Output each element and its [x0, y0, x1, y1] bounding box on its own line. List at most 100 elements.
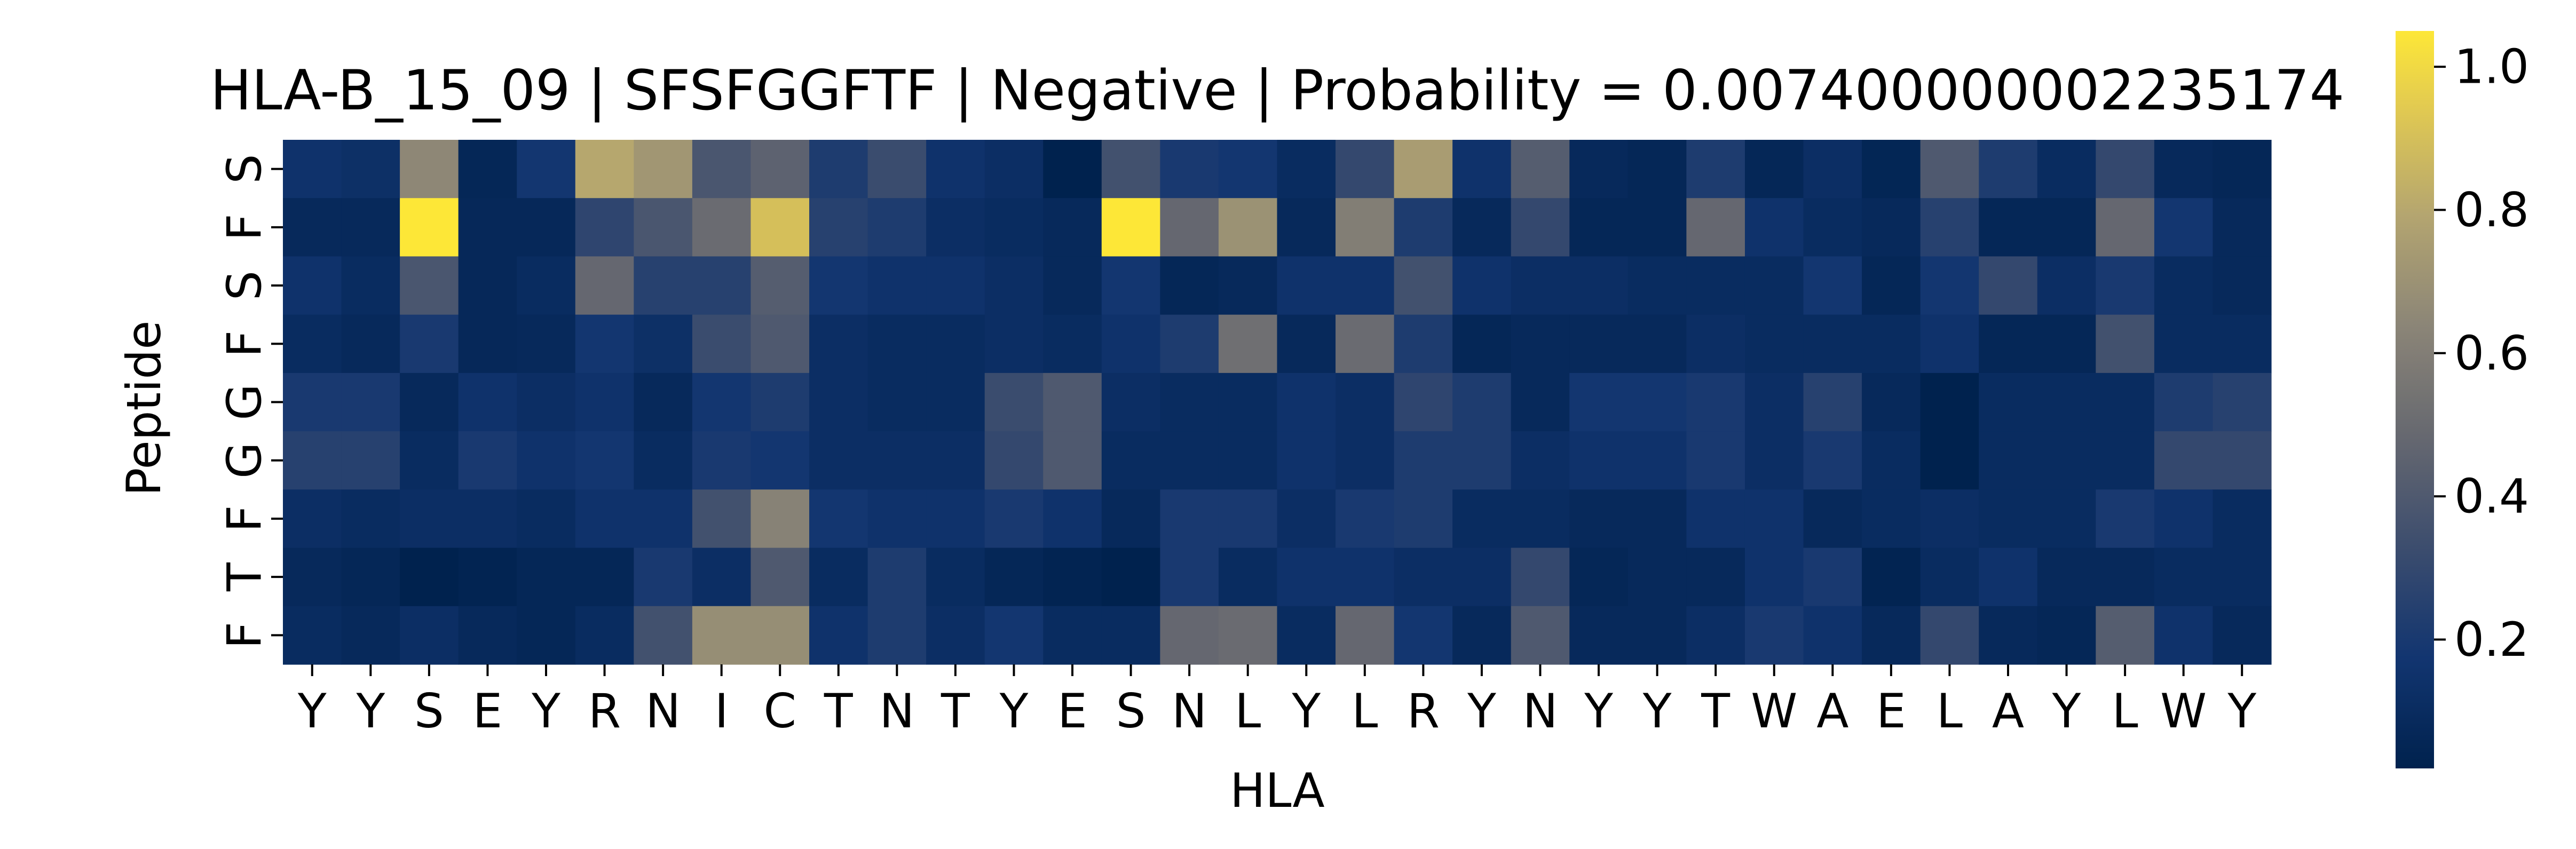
heatmap-cell: [867, 314, 927, 374]
heatmap-cell: [926, 256, 985, 315]
heatmap-cell: [1394, 314, 1453, 374]
heatmap-cell: [1803, 140, 1862, 199]
heatmap-cell: [2212, 140, 2272, 199]
heatmap-cell: [692, 256, 752, 315]
heatmap-cell: [1218, 489, 1278, 549]
heatmap-cell: [1862, 489, 1921, 549]
heatmap-cell: [283, 372, 342, 432]
colorbar-tick-label: 0.6: [2454, 326, 2529, 380]
heatmap-cell: [2154, 372, 2214, 432]
x-tick-label: N: [879, 684, 914, 739]
heatmap-cell: [1862, 256, 1921, 315]
heatmap-cell: [341, 256, 400, 315]
heatmap-cell: [984, 489, 1044, 549]
heatmap-cell: [1569, 489, 1629, 549]
heatmap-cell: [1043, 140, 1102, 199]
heatmap-cell: [1686, 314, 1745, 374]
heatmap-cell: [2212, 431, 2272, 490]
heatmap-cell: [1336, 548, 1395, 607]
heatmap-cell: [1452, 548, 1512, 607]
heatmap-cell: [1452, 489, 1512, 549]
heatmap-cell: [1569, 431, 1629, 490]
heatmap-cell: [1511, 372, 1570, 432]
heatmap-cell: [926, 489, 985, 549]
y-tick-label: T: [217, 562, 272, 592]
heatmap-cell: [517, 140, 576, 199]
heatmap-cell: [341, 548, 400, 607]
heatmap-cell: [400, 198, 459, 257]
heatmap-cell: [926, 198, 985, 257]
heatmap-cell: [1160, 606, 1219, 665]
heatmap-cell: [341, 140, 400, 199]
heatmap-cell: [1277, 140, 1336, 199]
heatmap-cell: [1920, 198, 1979, 257]
y-tick-label: F: [217, 330, 272, 358]
heatmap-cell: [1686, 431, 1745, 490]
heatmap-cell: [458, 198, 517, 257]
heatmap-cell: [1277, 489, 1336, 549]
heatmap-cell: [1569, 256, 1629, 315]
heatmap-cell: [1160, 314, 1219, 374]
heatmap-cell: [1277, 198, 1336, 257]
x-tick-label: W: [1751, 684, 1797, 739]
heatmap-cell: [1336, 198, 1395, 257]
heatmap-cell: [926, 548, 985, 607]
heatmap-cell: [1101, 256, 1160, 315]
heatmap-cell: [517, 256, 576, 315]
heatmap-cell: [1394, 140, 1453, 199]
x-tick-label: E: [1057, 684, 1087, 739]
heatmap-cell: [984, 198, 1044, 257]
heatmap-cell: [984, 372, 1044, 432]
heatmap-cell: [1336, 372, 1395, 432]
heatmap-cell: [2037, 256, 2096, 315]
heatmap-cell: [283, 140, 342, 199]
heatmap-cell: [1452, 431, 1512, 490]
heatmap-cell: [1686, 606, 1745, 665]
heatmap-cell: [1101, 140, 1160, 199]
heatmap-cell: [1394, 256, 1453, 315]
x-tick-label: E: [1876, 684, 1906, 739]
x-tick-label: Y: [531, 684, 560, 739]
heatmap-cell: [750, 372, 810, 432]
heatmap-cell: [867, 606, 927, 665]
heatmap-cell: [2154, 431, 2214, 490]
heatmap-cell: [692, 198, 752, 257]
heatmap-cell: [1218, 198, 1278, 257]
heatmap-cell: [2096, 140, 2155, 199]
heatmap-cell: [1277, 256, 1336, 315]
heatmap-cell: [1920, 548, 1979, 607]
heatmap-cell: [400, 256, 459, 315]
heatmap-cell: [750, 140, 810, 199]
heatmap-cell: [1920, 372, 1979, 432]
heatmap-cell: [1043, 372, 1102, 432]
heatmap-cell: [341, 372, 400, 432]
y-tick-label: F: [217, 505, 272, 533]
heatmap-cell: [1803, 431, 1862, 490]
heatmap-cell: [1862, 606, 1921, 665]
heatmap-cell: [1336, 314, 1395, 374]
heatmap-cell: [458, 548, 517, 607]
heatmap-cell: [458, 140, 517, 199]
heatmap-cell: [1920, 489, 1979, 549]
heatmap-cell: [2037, 431, 2096, 490]
heatmap-cell: [1979, 372, 2038, 432]
heatmap-cell: [575, 256, 634, 315]
heatmap-cell: [1101, 314, 1160, 374]
heatmap-cell: [283, 548, 342, 607]
heatmap-cell: [692, 140, 752, 199]
heatmap-cell: [1979, 256, 2038, 315]
y-tick-label: G: [217, 384, 272, 420]
heatmap-cell: [1101, 606, 1160, 665]
x-tick-label: T: [1701, 684, 1730, 739]
colorbar: [2396, 31, 2434, 768]
heatmap-cell: [1803, 606, 1862, 665]
heatmap-cell: [1803, 489, 1862, 549]
heatmap-cell: [1160, 431, 1219, 490]
heatmap-cell: [400, 140, 459, 199]
heatmap-cell: [1511, 198, 1570, 257]
heatmap-cell: [2154, 606, 2214, 665]
heatmap-cell: [1627, 548, 1687, 607]
heatmap-cells: [283, 140, 2272, 665]
heatmap-cell: [1218, 548, 1278, 607]
x-tick-label: Y: [297, 684, 327, 739]
